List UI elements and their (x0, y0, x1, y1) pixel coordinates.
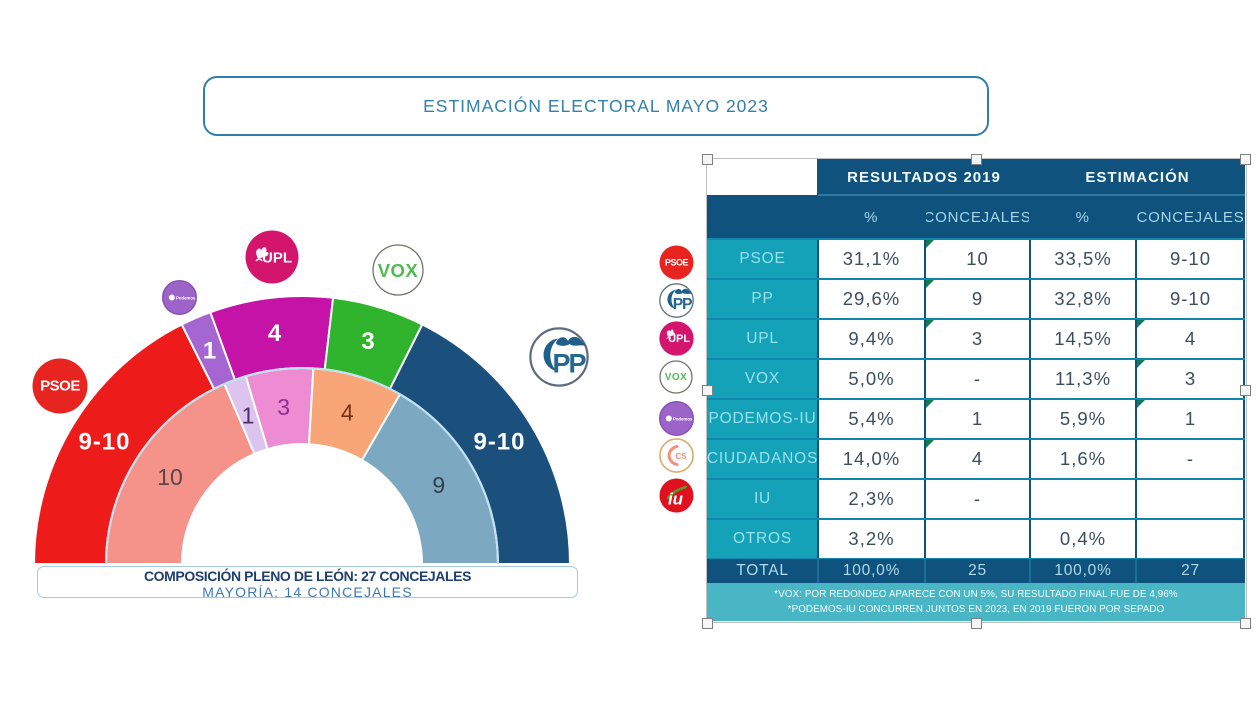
svg-text:PSOE: PSOE (664, 257, 688, 267)
svg-text:4: 4 (268, 320, 282, 347)
svg-text:VOX: VOX (665, 372, 688, 383)
svg-text:9: 9 (432, 472, 445, 498)
svg-text:VOX: VOX (378, 260, 419, 281)
svg-text:CS: CS (675, 452, 687, 461)
svg-text:9-10: 9-10 (473, 429, 525, 456)
svg-text:PSOE: PSOE (40, 378, 80, 395)
svg-text:UPL: UPL (262, 250, 292, 267)
svg-text:1: 1 (242, 403, 255, 429)
svg-text:Podemos: Podemos (673, 416, 693, 421)
svg-text:iu: iu (667, 489, 683, 508)
svg-text:Podemos: Podemos (176, 295, 196, 300)
svg-text:PP: PP (672, 296, 691, 313)
svg-text:10: 10 (157, 464, 183, 490)
svg-text:1: 1 (203, 338, 217, 365)
svg-text:9-10: 9-10 (78, 429, 130, 456)
svg-text:PP: PP (552, 349, 586, 379)
svg-text:4: 4 (341, 400, 354, 426)
svg-text:UPL: UPL (668, 333, 690, 345)
svg-text:3: 3 (361, 328, 375, 355)
svg-text:3: 3 (277, 394, 290, 420)
